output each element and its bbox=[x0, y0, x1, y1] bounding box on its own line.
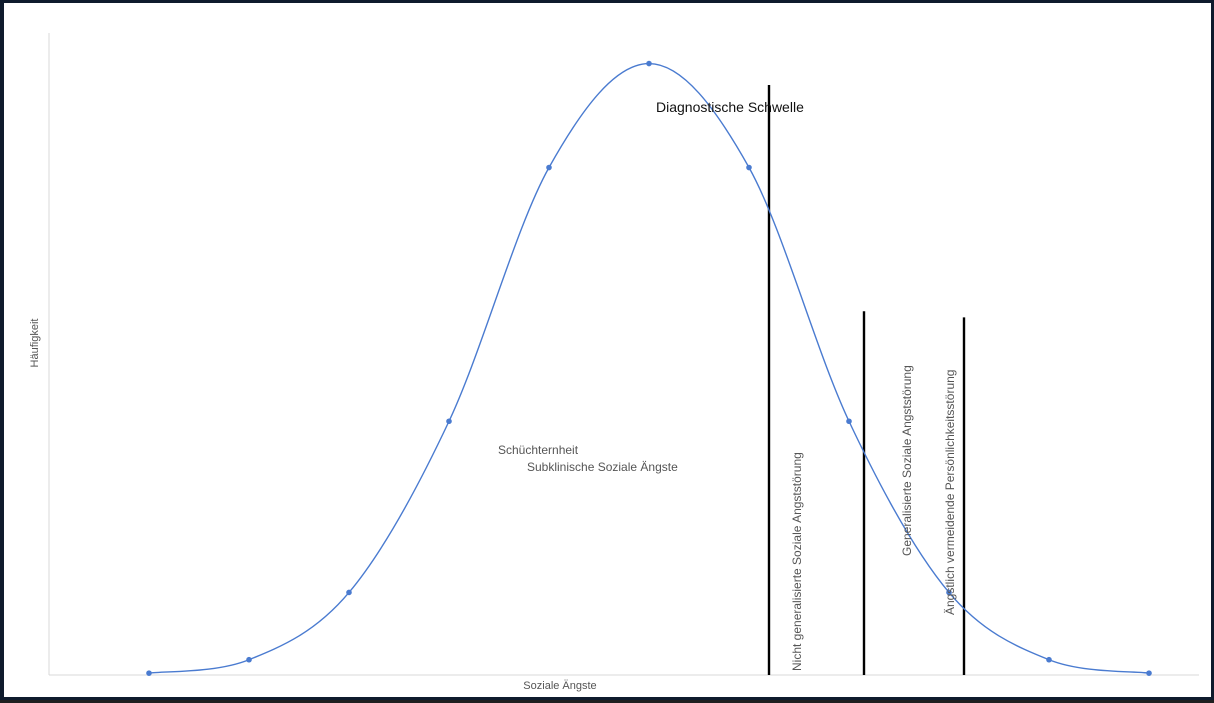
threshold-label-avoidant: Ängstlich vermeidende Persönlichkeitsstö… bbox=[943, 370, 957, 615]
data-point-2 bbox=[246, 656, 252, 663]
threshold-lines bbox=[767, 84, 966, 675]
threshold-label-diagnostic: Diagnostische Schwelle bbox=[656, 99, 804, 115]
data-point-11 bbox=[1146, 670, 1152, 676]
data-point-9 bbox=[946, 589, 952, 596]
data-point-3 bbox=[346, 589, 352, 596]
data-point-6 bbox=[646, 60, 652, 67]
threshold-label-non-generalized: Nicht generalisierte Soziale Angststörun… bbox=[790, 452, 804, 671]
annotation-shyness: Schüchternheit bbox=[498, 443, 579, 457]
chart: Häufigkeit Soziale Ängste Diagnostische … bbox=[29, 33, 1199, 692]
data-points bbox=[146, 60, 1152, 676]
data-point-10 bbox=[1046, 656, 1052, 663]
data-point-1 bbox=[146, 670, 152, 676]
data-point-5 bbox=[546, 164, 552, 171]
series-line bbox=[148, 62, 1150, 674]
y-axis-title: Häufigkeit bbox=[29, 319, 41, 368]
data-point-7 bbox=[746, 164, 752, 171]
x-axis-title: Soziale Ängste bbox=[523, 680, 596, 692]
data-point-4 bbox=[446, 418, 452, 425]
annotation-subclinical: Subklinische Soziale Ängste bbox=[527, 460, 678, 474]
threshold-label-generalized: Generalisierte Soziale Angststörung bbox=[900, 365, 914, 556]
series-layer bbox=[148, 62, 1150, 674]
data-point-8 bbox=[846, 418, 852, 425]
axes bbox=[48, 33, 1199, 676]
